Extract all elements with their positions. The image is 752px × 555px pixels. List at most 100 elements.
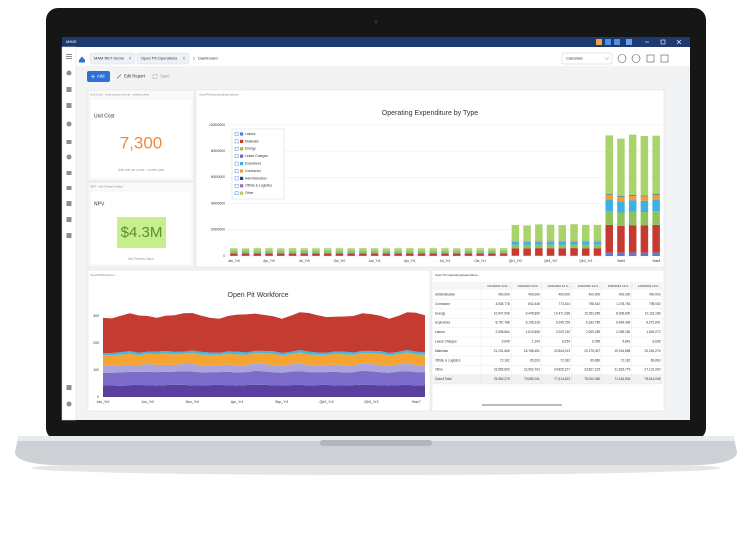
total-row [433, 374, 662, 384]
help-icon[interactable] [626, 39, 632, 45]
sidebar-icon[interactable] [66, 217, 72, 222]
y-tick-label: 80000000 [211, 149, 225, 153]
sidebar-icon[interactable] [66, 87, 72, 92]
header-icon[interactable] [617, 54, 627, 63]
bar-segment [335, 253, 344, 256]
cell: 8,787,788 [495, 321, 509, 325]
sidebar-icon[interactable] [66, 154, 72, 160]
bar-segment [652, 211, 660, 225]
bar-segment [488, 252, 496, 254]
tab[interactable] [136, 52, 190, 65]
bar-segment [370, 252, 379, 254]
x-tick-label: Qtr1_Yr2 [509, 259, 522, 263]
bar-segment [593, 224, 602, 241]
column-header: 1/01/2023 12:0... [487, 284, 510, 288]
y-tick-label: 100000000 [209, 123, 225, 127]
tab-close[interactable] [128, 56, 132, 60]
bar-segment [582, 240, 590, 242]
kpi-caption: Net Present Value [128, 257, 154, 261]
bar-segment [323, 248, 332, 251]
bar-segment [523, 255, 531, 256]
sidebar-icon[interactable] [66, 186, 72, 190]
cell: 8,908,830 [616, 311, 630, 315]
cell: 8,254 [562, 340, 570, 344]
edit-report[interactable]: Edit Report [124, 74, 146, 79]
bar-segment [277, 252, 285, 254]
bar-segment [499, 253, 508, 256]
sidebar-icon[interactable] [66, 171, 72, 175]
save[interactable]: Save [160, 74, 170, 79]
add-icon [91, 74, 95, 79]
bar-segment [452, 253, 461, 256]
bar-segment [652, 199, 660, 212]
user-icon[interactable] [66, 401, 72, 407]
sidebar-icon[interactable] [66, 103, 72, 108]
bar-segment [628, 200, 637, 212]
breadcrumb[interactable]: Dashboard [198, 56, 218, 61]
bar-segment [570, 224, 578, 241]
table-header-row [433, 282, 662, 290]
bar-segment [335, 248, 344, 251]
sidebar-icon[interactable] [66, 385, 72, 390]
kpi-value: 7,300 [120, 133, 163, 152]
title-icon[interactable] [596, 39, 602, 45]
sidebar-icon[interactable] [66, 201, 72, 206]
bar-segment [617, 138, 625, 197]
bar-segment [640, 196, 649, 201]
legend-swatch [240, 169, 244, 173]
title-icon[interactable] [605, 39, 611, 45]
header-icon[interactable] [646, 54, 655, 63]
header-icon[interactable] [631, 54, 641, 63]
add-button[interactable] [87, 71, 110, 82]
scrollbar[interactable] [482, 404, 562, 406]
column-header: 1/03/2023 12:0... [547, 284, 570, 288]
bar-segment [628, 225, 637, 253]
tab[interactable] [89, 52, 136, 65]
row-label: Labour [435, 330, 446, 334]
sidebar-icon[interactable] [66, 70, 72, 76]
bar-segment [570, 241, 578, 245]
bar-segment [593, 240, 602, 242]
bar-segment [558, 225, 567, 241]
maximize[interactable] [660, 39, 666, 45]
title-icon[interactable] [614, 39, 620, 45]
bar-segment [652, 224, 660, 253]
cell: 1,294 [532, 340, 540, 344]
cell: 6,183,780 [586, 321, 600, 325]
cell: 5,842 [622, 340, 630, 344]
bar-segment [335, 252, 344, 254]
x-tick-label: Jan_Yr1 [369, 259, 381, 263]
x-tick-label: Qtr2_Yr2 [320, 400, 334, 404]
menu-icon[interactable] [66, 56, 72, 57]
bar-segment [300, 248, 308, 251]
bar-segment [312, 252, 320, 254]
sidebar-icon[interactable] [66, 121, 72, 127]
legend-checkbox [234, 139, 239, 144]
cell: 9,445,890 [526, 311, 540, 315]
legend-swatch [240, 162, 244, 166]
camera [374, 20, 378, 24]
menu-icon[interactable] [66, 58, 72, 59]
bar-segment [277, 253, 285, 256]
home-icon[interactable] [79, 56, 85, 63]
bar-segment [523, 225, 531, 241]
bar-segment [230, 253, 238, 256]
menu-icon[interactable] [66, 54, 72, 55]
bar-segment [499, 251, 508, 253]
sidebar-icon[interactable] [66, 140, 72, 144]
sidebar-icon[interactable] [66, 233, 72, 238]
bar-segment [617, 252, 625, 256]
close[interactable] [676, 39, 682, 45]
row-label: Contractor [435, 302, 451, 306]
dropdown-arrow [604, 57, 610, 60]
bar-segment [628, 252, 637, 256]
column-header: 1/06/2023 12:0... [638, 284, 661, 288]
bar-segment [464, 253, 473, 256]
calculate-dropdown[interactable] [561, 52, 613, 65]
header-icon[interactable] [660, 54, 669, 63]
cell: 6,245,755 [556, 321, 570, 325]
bar-segment [558, 242, 567, 245]
cell: 72,182 [560, 358, 570, 362]
tab-close[interactable] [182, 56, 186, 60]
